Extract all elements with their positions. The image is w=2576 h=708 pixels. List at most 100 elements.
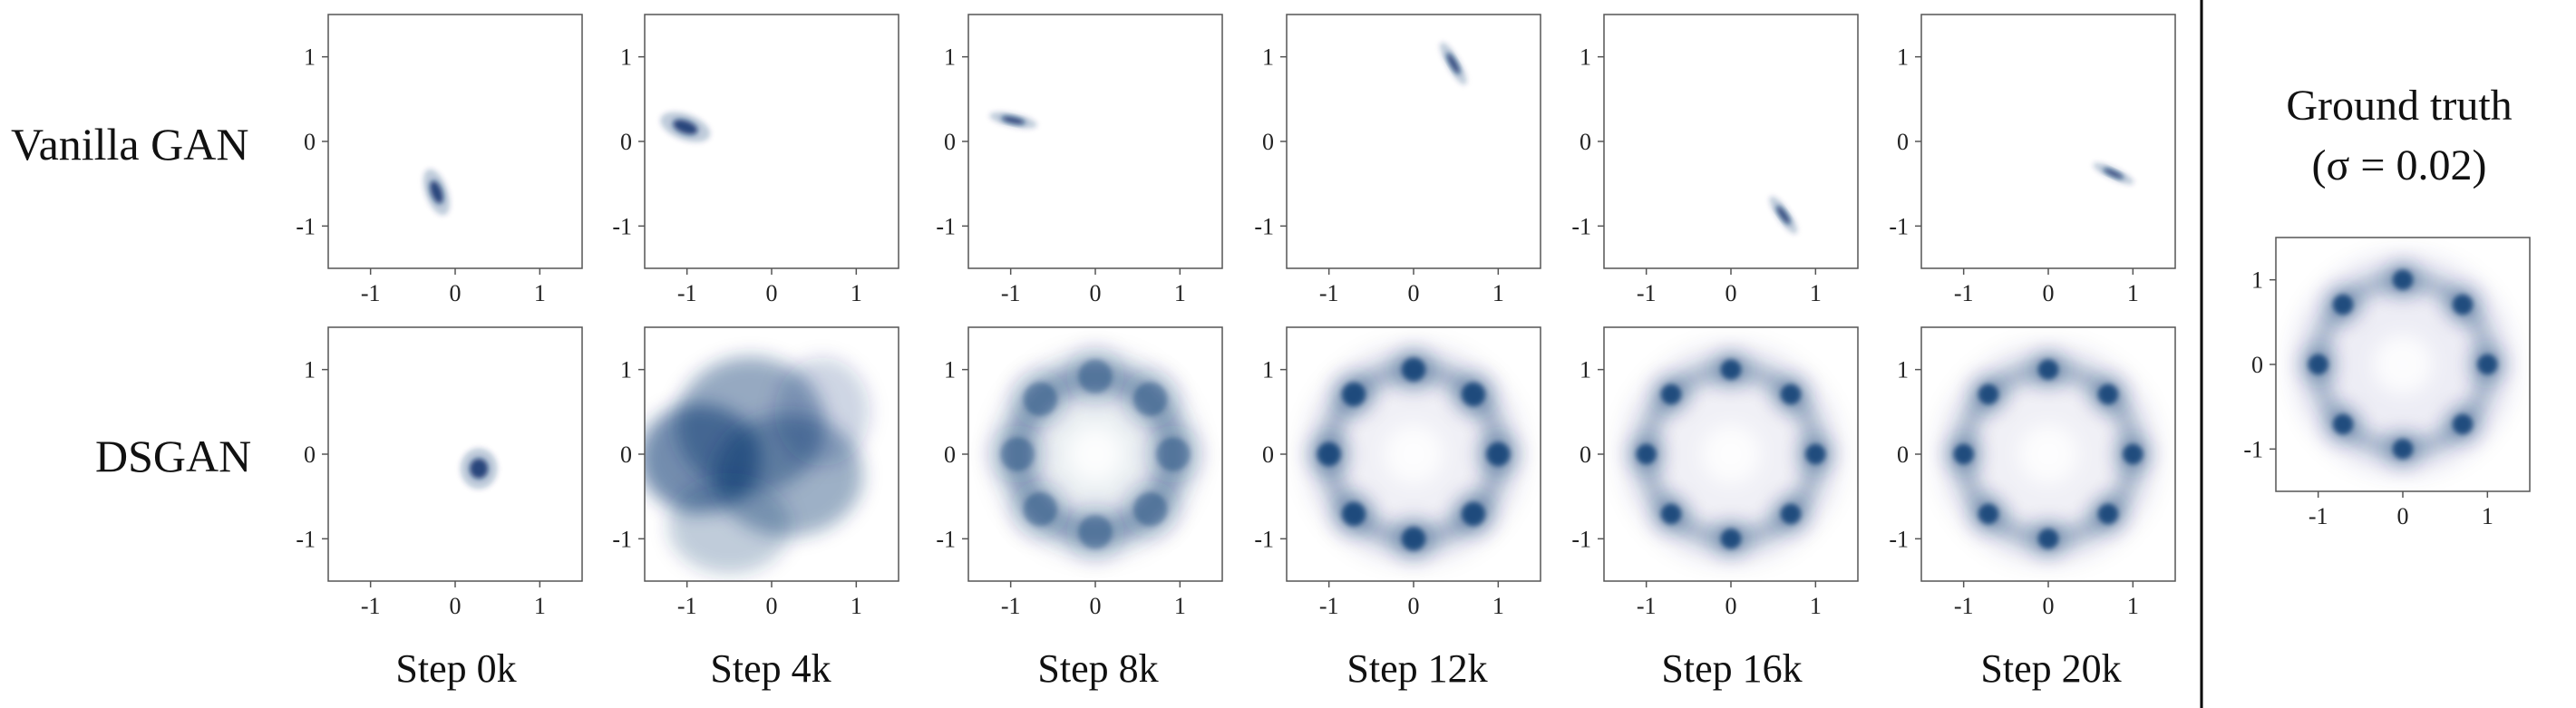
- density-mode: [2392, 439, 2414, 460]
- density-mode: [2308, 354, 2328, 375]
- density-mode: [1720, 529, 1742, 549]
- y-tick-label: 0: [304, 441, 316, 468]
- x-tick-label: 0: [2397, 503, 2409, 529]
- y-tick-label: -1: [612, 526, 632, 552]
- density-mode: [2392, 269, 2414, 290]
- dsgan-panel-step-16k: -1 0 1 1 0 -1: [1571, 326, 1859, 619]
- step-label-0k: Step 0k: [395, 646, 516, 691]
- y-tick-label: 1: [1262, 357, 1274, 383]
- vanilla-gan-panel-step-20k: -1 0 1 1 0 -1: [1889, 14, 2176, 306]
- density-blob: [2103, 168, 2124, 179]
- x-tick-label: 0: [1725, 593, 1737, 619]
- x-tick-label: 0: [1408, 593, 1420, 619]
- x-tick-label: 1: [851, 280, 862, 306]
- x-tick-label: -1: [1001, 280, 1021, 306]
- x-tick-label: 1: [851, 593, 862, 619]
- density-blob: [673, 119, 698, 135]
- dsgan-panel-step-8k: -1 0 1 1 0 -1: [936, 326, 1223, 619]
- density-mode: [1461, 501, 1486, 527]
- density-mode: [1341, 382, 1366, 407]
- density-mode: [1023, 492, 1057, 527]
- x-tick-label: -1: [1954, 593, 1974, 619]
- density-hole: [1701, 424, 1761, 484]
- density-blob: [774, 357, 870, 467]
- x-tick-label: -1: [361, 593, 381, 619]
- step-label-8k: Step 8k: [1037, 646, 1158, 691]
- density-mode: [1660, 383, 1682, 405]
- density-mode: [1660, 503, 1682, 525]
- dsgan-panel-step-0k: -1 0 1 1 0 -1: [296, 326, 583, 619]
- x-tick-label: -1: [1319, 280, 1339, 306]
- density-mode: [2037, 359, 2059, 380]
- step-label-12k: Step 12k: [1346, 646, 1487, 691]
- y-tick-label: 1: [620, 44, 632, 71]
- x-tick-label: 1: [2127, 593, 2139, 619]
- density-mode: [1341, 501, 1366, 527]
- y-tick-label: 0: [1580, 129, 1591, 155]
- y-tick-label: 0: [944, 441, 956, 468]
- x-tick-label: -1: [1954, 280, 1974, 306]
- density-mode: [1978, 503, 1999, 525]
- ground-truth-panel: -1 0 1 1 0 -1: [2243, 237, 2531, 529]
- y-tick-label: 1: [944, 357, 956, 383]
- y-tick-label: -1: [296, 213, 316, 239]
- density-hole: [2373, 335, 2433, 394]
- y-tick-label: 1: [1580, 357, 1591, 383]
- x-tick-label: 1: [1174, 593, 1186, 619]
- x-tick-label: 0: [2043, 593, 2055, 619]
- y-tick-label: -1: [2243, 436, 2263, 462]
- density-mode: [1486, 441, 1511, 467]
- row-label-dsgan: DSGAN: [95, 431, 251, 481]
- density-blob: [469, 458, 489, 480]
- x-tick-label: -1: [1637, 593, 1657, 619]
- y-tick-label: 0: [2251, 352, 2263, 378]
- axes-frame: [1920, 14, 2176, 269]
- y-tick-label: -1: [1571, 213, 1591, 239]
- density-mode: [1953, 443, 1974, 465]
- density-mode: [1636, 443, 1657, 465]
- density-mode: [1401, 357, 1426, 382]
- x-tick-label: 0: [766, 280, 778, 306]
- density-mode: [1317, 441, 1341, 467]
- x-tick-label: -1: [1637, 280, 1657, 306]
- y-tick-label: 0: [944, 129, 956, 155]
- density-mode: [1780, 383, 1802, 405]
- y-tick-label: 1: [304, 357, 316, 383]
- axes-frame: [327, 14, 583, 269]
- x-tick-label: 1: [1492, 280, 1504, 306]
- dsgan-panel-step-20k: -1 0 1 1 0 -1: [1889, 326, 2176, 619]
- density-mode: [2123, 443, 2143, 465]
- dsgan-panel-step-4k: -1 0 1 1 0 -1: [612, 326, 899, 619]
- y-tick-label: 0: [620, 441, 632, 468]
- vanilla-gan-panel-step-12k: -1 0 1 1 0 -1: [1254, 14, 1541, 306]
- density-hole: [1067, 426, 1123, 482]
- density-mode: [2332, 413, 2354, 435]
- y-tick-label: -1: [936, 526, 956, 552]
- x-tick-label: 1: [2127, 280, 2139, 306]
- density-mode: [2097, 383, 2119, 405]
- step-label-16k: Step 16k: [1661, 646, 1802, 691]
- ground-truth-sigma: (σ = 0.02): [2312, 141, 2487, 189]
- density-mode: [2097, 503, 2119, 525]
- vanilla-gan-panel-step-4k: -1 0 1 1 0 -1: [612, 14, 899, 306]
- y-tick-label: 0: [1897, 129, 1909, 155]
- y-tick-label: 1: [1580, 44, 1591, 71]
- density-mode: [1780, 503, 1802, 525]
- vanilla-gan-panel-step-0k: -1 0 1 1 0 -1: [296, 14, 583, 306]
- y-tick-label: -1: [296, 526, 316, 552]
- vanilla-gan-panel-step-8k: -1 0 1 1 0 -1: [936, 14, 1223, 306]
- axes-frame: [1603, 14, 1859, 269]
- y-tick-label: 1: [1897, 44, 1909, 71]
- density-blob: [668, 479, 791, 574]
- x-tick-label: -1: [677, 593, 697, 619]
- axes-frame: [967, 14, 1223, 269]
- x-tick-label: -1: [1001, 593, 1021, 619]
- x-tick-label: 0: [2043, 280, 2055, 306]
- y-tick-label: 1: [2251, 267, 2263, 294]
- density-blob: [1446, 53, 1461, 74]
- density-mode: [1461, 382, 1486, 407]
- step-label-20k: Step 20k: [1980, 646, 2121, 691]
- density-mode: [1023, 382, 1057, 416]
- y-tick-label: 0: [304, 129, 316, 155]
- y-tick-label: 1: [1897, 357, 1909, 383]
